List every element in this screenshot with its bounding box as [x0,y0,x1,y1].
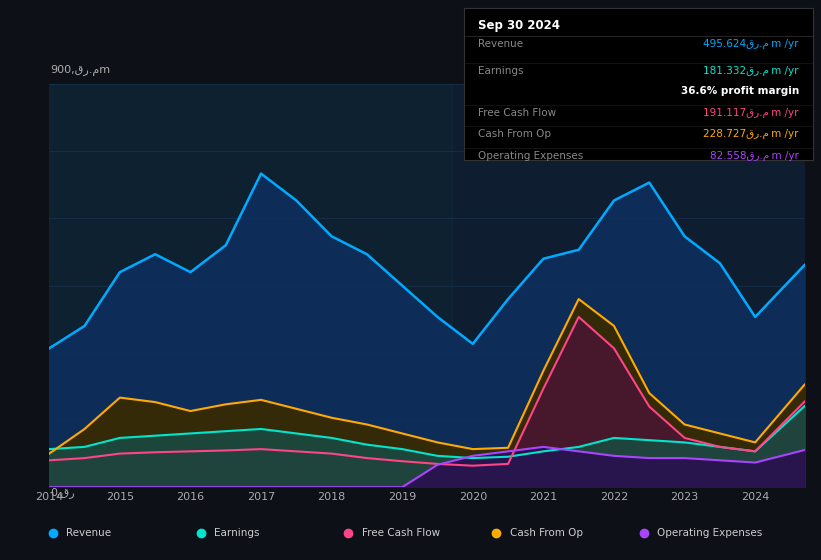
Text: 181.332قر.م m /yr: 181.332قر.م m /yr [704,66,799,76]
Bar [452,84,805,487]
Text: Cash From Op: Cash From Op [478,129,551,139]
Text: Cash From Op: Cash From Op [510,529,583,538]
Text: 191.117قر.م m /yr: 191.117قر.م m /yr [704,108,799,118]
Text: Free Cash Flow: Free Cash Flow [478,108,556,118]
Bar [49,84,452,487]
Text: Operating Expenses: Operating Expenses [478,151,583,161]
Text: 36.6% profit margin: 36.6% profit margin [681,86,799,96]
Text: 900,قر.مm: 900,قر.مm [50,65,110,76]
Text: Revenue: Revenue [478,39,523,49]
Text: 82.558قر.م m /yr: 82.558قر.م m /yr [710,151,799,161]
Text: Earnings: Earnings [478,66,523,76]
Text: Earnings: Earnings [214,529,259,538]
Text: Revenue: Revenue [67,529,112,538]
Text: Free Cash Flow: Free Cash Flow [362,529,440,538]
Text: Operating Expenses: Operating Expenses [658,529,763,538]
Text: 495.624قر.م m /yr: 495.624قر.م m /yr [704,39,799,49]
Text: 228.727قر.م m /yr: 228.727قر.م m /yr [704,129,799,139]
Text: Sep 30 2024: Sep 30 2024 [478,19,560,32]
Text: 0,قر: 0,قر [50,487,75,498]
